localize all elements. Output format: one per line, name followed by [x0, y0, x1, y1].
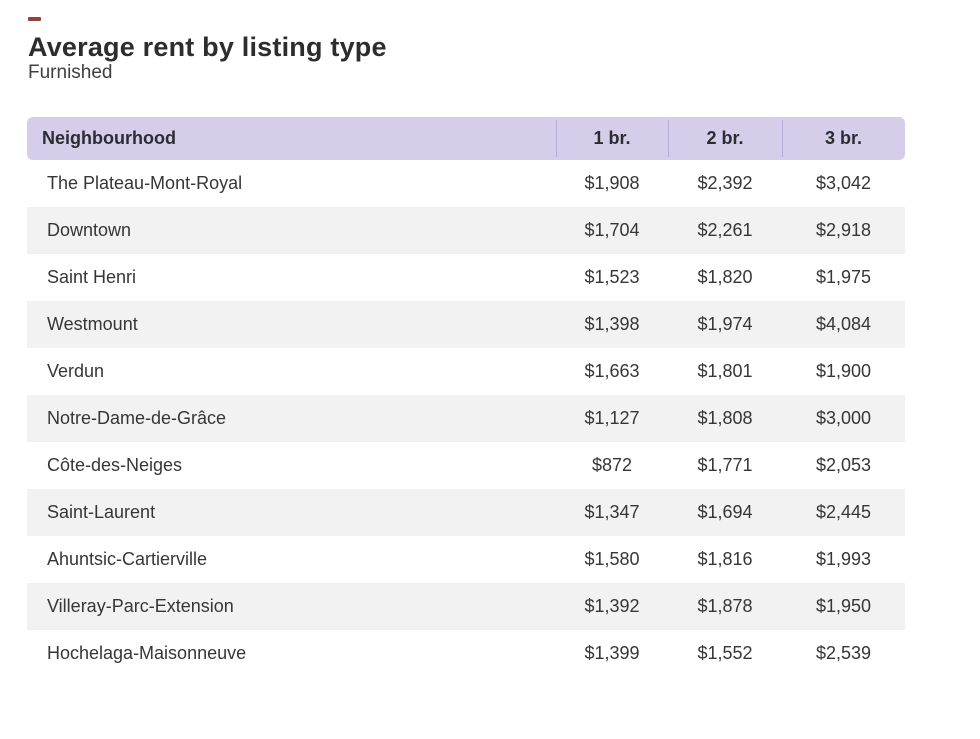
rent-1br-cell: $1,580 [556, 536, 668, 583]
rent-1br-cell: $1,398 [556, 301, 668, 348]
rent-2br-cell: $1,694 [668, 489, 782, 536]
rent-3br-cell: $2,053 [782, 442, 905, 489]
rent-3br-cell: $2,918 [782, 207, 905, 254]
rent-1br-cell: $1,523 [556, 254, 668, 301]
rent-2br-cell: $1,808 [668, 395, 782, 442]
table-row: Downtown $1,704 $2,261 $2,918 [27, 207, 905, 254]
neighbourhood-cell: Notre-Dame-de-Grâce [27, 395, 556, 442]
rent-1br-cell: $1,663 [556, 348, 668, 395]
table-row: Notre-Dame-de-Grâce $1,127 $1,808 $3,000 [27, 395, 905, 442]
rent-1br-cell: $1,399 [556, 630, 668, 677]
rent-3br-cell: $3,000 [782, 395, 905, 442]
neighbourhood-cell: Verdun [27, 348, 556, 395]
neighbourhood-cell: Villeray-Parc-Extension [27, 583, 556, 630]
column-header-3br: 3 br. [782, 117, 905, 160]
neighbourhood-cell: Saint-Laurent [27, 489, 556, 536]
table-row: Côte-des-Neiges $872 $1,771 $2,053 [27, 442, 905, 489]
column-header-2br: 2 br. [668, 117, 782, 160]
neighbourhood-cell: Downtown [27, 207, 556, 254]
table-row: Saint Henri $1,523 $1,820 $1,975 [27, 254, 905, 301]
accent-dash [28, 17, 41, 21]
rent-2br-cell: $1,552 [668, 630, 782, 677]
rent-3br-cell: $1,993 [782, 536, 905, 583]
rent-1br-cell: $1,392 [556, 583, 668, 630]
rent-3br-cell: $1,900 [782, 348, 905, 395]
page-title: Average rent by listing type [28, 32, 387, 63]
rent-3br-cell: $1,975 [782, 254, 905, 301]
table-row: The Plateau-Mont-Royal $1,908 $2,392 $3,… [27, 160, 905, 207]
neighbourhood-cell: Saint Henri [27, 254, 556, 301]
rent-1br-cell: $1,127 [556, 395, 668, 442]
rent-table: Neighbourhood 1 br. 2 br. 3 br. The Plat… [27, 117, 905, 677]
neighbourhood-cell: Hochelaga-Maisonneuve [27, 630, 556, 677]
neighbourhood-cell: The Plateau-Mont-Royal [27, 160, 556, 207]
table-row: Ahuntsic-Cartierville $1,580 $1,816 $1,9… [27, 536, 905, 583]
rent-1br-cell: $872 [556, 442, 668, 489]
rent-3br-cell: $1,950 [782, 583, 905, 630]
rent-1br-cell: $1,908 [556, 160, 668, 207]
page-subtitle: Furnished [28, 62, 113, 83]
neighbourhood-cell: Westmount [27, 301, 556, 348]
rent-table-container: Neighbourhood 1 br. 2 br. 3 br. The Plat… [27, 117, 905, 677]
rent-3br-cell: $2,445 [782, 489, 905, 536]
rent-2br-cell: $1,974 [668, 301, 782, 348]
rent-2br-cell: $1,771 [668, 442, 782, 489]
column-header-1br: 1 br. [556, 117, 668, 160]
table-row: Saint-Laurent $1,347 $1,694 $2,445 [27, 489, 905, 536]
header-row: Neighbourhood 1 br. 2 br. 3 br. [27, 117, 905, 160]
rent-2br-cell: $1,820 [668, 254, 782, 301]
table-row: Westmount $1,398 $1,974 $4,084 [27, 301, 905, 348]
rent-2br-cell: $2,392 [668, 160, 782, 207]
rent-1br-cell: $1,704 [556, 207, 668, 254]
rent-2br-cell: $1,816 [668, 536, 782, 583]
table-body: The Plateau-Mont-Royal $1,908 $2,392 $3,… [27, 160, 905, 677]
table-row: Hochelaga-Maisonneuve $1,399 $1,552 $2,5… [27, 630, 905, 677]
rent-2br-cell: $1,801 [668, 348, 782, 395]
neighbourhood-cell: Côte-des-Neiges [27, 442, 556, 489]
table-header: Neighbourhood 1 br. 2 br. 3 br. [27, 117, 905, 160]
neighbourhood-cell: Ahuntsic-Cartierville [27, 536, 556, 583]
rent-2br-cell: $1,878 [668, 583, 782, 630]
rent-2br-cell: $2,261 [668, 207, 782, 254]
table-row: Villeray-Parc-Extension $1,392 $1,878 $1… [27, 583, 905, 630]
column-header-neighbourhood: Neighbourhood [27, 117, 556, 160]
rent-3br-cell: $3,042 [782, 160, 905, 207]
table-row: Verdun $1,663 $1,801 $1,900 [27, 348, 905, 395]
rent-3br-cell: $2,539 [782, 630, 905, 677]
rent-1br-cell: $1,347 [556, 489, 668, 536]
rent-3br-cell: $4,084 [782, 301, 905, 348]
